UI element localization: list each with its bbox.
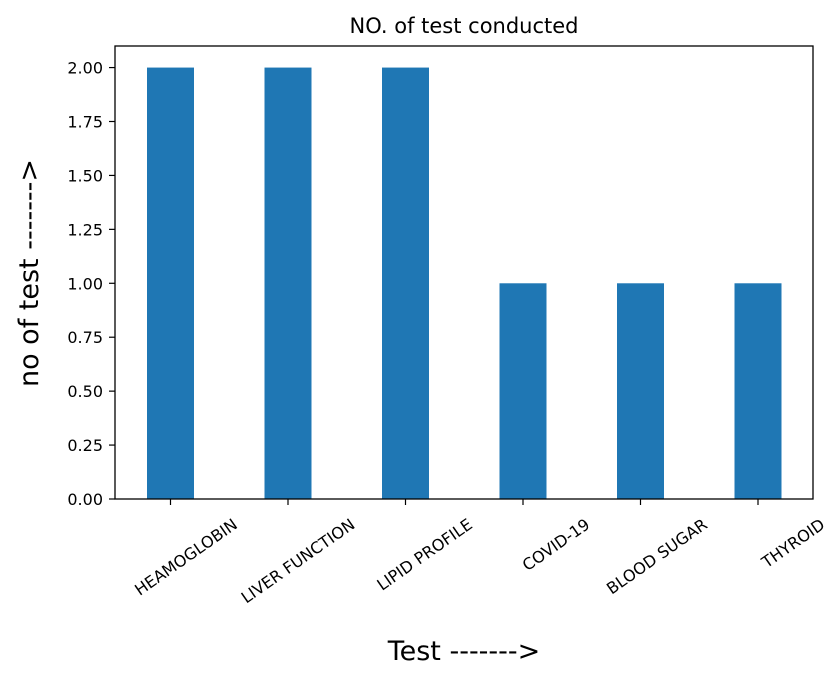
x-tick-label: HEAMOGLOBIN bbox=[131, 515, 241, 600]
bar-heamoglobin bbox=[147, 67, 194, 500]
y-tick-label: 1.75 bbox=[67, 113, 103, 132]
x-tick-label: BLOOD SUGAR bbox=[603, 515, 711, 598]
y-tick-label: 1.25 bbox=[67, 220, 103, 239]
y-tick-label: 0.00 bbox=[67, 490, 103, 509]
bars-group bbox=[147, 67, 782, 500]
x-tick-label: COVID-19 bbox=[519, 515, 593, 575]
x-axis-label: Test -------> bbox=[387, 636, 541, 667]
y-tick-label: 1.00 bbox=[67, 274, 103, 293]
bar-liver-function bbox=[264, 67, 312, 500]
y-tick-label: 0.75 bbox=[67, 328, 103, 347]
y-tick-label: 1.50 bbox=[67, 166, 103, 185]
y-axis: 0.00 0.25 0.50 0.75 1.00 1.25 1.50 1.75 2.00 bbox=[67, 59, 115, 509]
x-tick-label: LIPID PROFILE bbox=[373, 515, 475, 595]
y-tick-label: 2.00 bbox=[67, 59, 103, 78]
y-tick-label: 0.50 bbox=[67, 382, 103, 401]
bar-thyroid bbox=[734, 283, 782, 499]
chart-title: NO. of test conducted bbox=[349, 14, 578, 38]
x-tick-label: LIVER FUNCTION bbox=[238, 515, 359, 607]
bar-covid-19 bbox=[499, 283, 547, 499]
bar-blood-sugar bbox=[617, 283, 664, 499]
y-tick-label: 0.25 bbox=[67, 436, 103, 455]
bar-lipid-profile bbox=[382, 67, 429, 500]
plot-frame bbox=[114, 45, 814, 500]
x-tick-label: THYROID bbox=[757, 515, 827, 573]
y-axis-label: no of test -------> bbox=[14, 159, 45, 387]
